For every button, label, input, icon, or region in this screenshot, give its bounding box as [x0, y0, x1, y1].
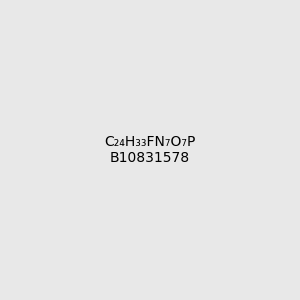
Text: C₂₄H₃₃FN₇O₇P
B10831578: C₂₄H₃₃FN₇O₇P B10831578: [104, 135, 196, 165]
